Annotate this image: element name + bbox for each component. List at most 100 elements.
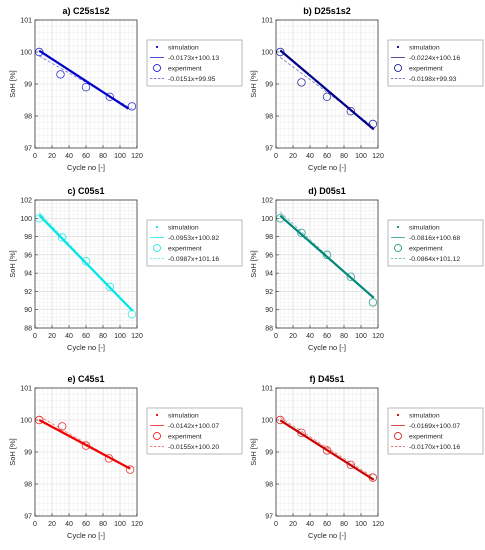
plot-marks — [38, 415, 131, 470]
y-tick-label: 88 — [24, 326, 32, 333]
experiment-point — [297, 78, 306, 87]
x-tick-label: 80 — [340, 521, 348, 528]
legend-label: simulation — [409, 224, 440, 231]
x-tick-label: 80 — [99, 153, 107, 160]
experiment-point — [56, 70, 65, 79]
x-tick-label: 20 — [48, 153, 56, 160]
y-tick-label: 99 — [265, 82, 273, 89]
x-tick-label: 80 — [99, 521, 107, 528]
x-tick-label: 120 — [131, 521, 143, 528]
y-axis-label: SoH [%] — [249, 438, 258, 466]
y-tick-label: 100 — [261, 50, 273, 57]
y-tick-label: 97 — [265, 146, 273, 153]
subplot-4: 0 20 40 60 80 100 120 88 90 92 94 96 98 100 102 d) D05s… — [249, 186, 484, 352]
x-axis-label: Cycle no [-] — [67, 343, 105, 352]
legend-simulation-marker — [396, 413, 400, 417]
plot-marks — [279, 417, 375, 481]
x-tick-label: 20 — [289, 153, 297, 160]
legend: simulation -0.0142x+100.07 experiment -0.01… — [146, 407, 243, 455]
y-tick-label: 99 — [265, 450, 273, 457]
legend-simulation-marker — [155, 45, 159, 49]
legend-label: -0.0987x+101.16 — [168, 256, 219, 263]
y-axis-label: SoH [%] — [249, 70, 258, 98]
legend-label: simulation — [168, 44, 199, 51]
y-tick-label: 101 — [20, 18, 32, 25]
legend-box — [387, 39, 484, 87]
subplot-2: 0 20 40 60 80 100 120 97 98 99 100 101 b) D25s1s2 Cyc… — [249, 6, 484, 172]
x-tick-label: 40 — [65, 153, 73, 160]
y-tick-label: 97 — [24, 146, 32, 153]
legend: simulation -0.0816x+100.68 experiment -0.08… — [387, 219, 484, 267]
experiment-point — [127, 102, 137, 111]
legend-label: simulation — [409, 412, 440, 419]
legend-label: experiment — [168, 245, 202, 252]
x-tick-label: 100 — [355, 521, 367, 528]
legend-label: -0.0169x+100.07 — [409, 423, 460, 430]
x-axis-label: Cycle no [-] — [67, 531, 105, 540]
y-tick-label: 100 — [20, 418, 32, 425]
legend: simulation -0.0224x+100.16 experiment -0.01… — [387, 39, 484, 87]
experiment-point — [368, 298, 378, 307]
legend-label: -0.0151x+99.95 — [168, 76, 216, 83]
x-tick-label: 120 — [372, 333, 384, 340]
legend-experiment-marker — [153, 244, 161, 252]
x-axis-label: Cycle no [-] — [308, 531, 346, 540]
plot-marks — [279, 211, 375, 299]
y-tick-label: 97 — [24, 514, 32, 521]
experiment-fit-line — [39, 55, 133, 110]
experiment-point — [81, 82, 91, 92]
legend-experiment-marker — [394, 244, 402, 252]
major-grid — [275, 199, 379, 329]
experiment-point — [346, 106, 355, 116]
subplot-title: c) C05s1 — [67, 186, 104, 196]
y-tick-label: 98 — [265, 234, 273, 241]
x-tick-label: 120 — [131, 153, 143, 160]
y-tick-label: 88 — [265, 326, 273, 333]
simulation-fit-line — [280, 420, 374, 481]
experiment-point — [127, 310, 137, 319]
subplot-1: 0 20 40 60 80 100 120 97 98 99 100 101 a) C25s1s2 Cyc… — [8, 6, 243, 172]
experiment-point — [58, 233, 67, 242]
y-tick-label: 99 — [24, 450, 32, 457]
legend-label: simulation — [409, 44, 440, 51]
experiment-point — [346, 272, 355, 281]
x-tick-label: 20 — [289, 333, 297, 340]
y-axis-label: SoH [%] — [8, 250, 17, 278]
experiment-point — [346, 460, 355, 469]
subplot-5: 0 20 40 60 80 100 120 97 98 99 100 101 e) C45s1 Cycle… — [8, 374, 243, 540]
legend: simulation -0.0173x+100.13 experiment -0.01… — [146, 39, 243, 87]
subplot-title: b) D25s1s2 — [303, 6, 351, 16]
y-tick-label: 98 — [24, 114, 32, 121]
experiment-point — [105, 92, 114, 101]
legend-simulation-marker — [155, 225, 159, 229]
x-tick-label: 40 — [306, 521, 314, 528]
x-tick-label: 80 — [99, 333, 107, 340]
legend-label: experiment — [409, 65, 443, 72]
subplot-6: 0 20 40 60 80 100 120 97 98 99 100 101 f) D45s1 Cycle… — [249, 374, 484, 540]
x-axis-label: Cycle no [-] — [308, 163, 346, 172]
legend-label: -0.0953x+100.82 — [168, 235, 219, 242]
y-tick-label: 97 — [265, 514, 273, 521]
x-tick-label: 60 — [82, 333, 90, 340]
legend-label: -0.0198x+99.93 — [409, 76, 457, 83]
legend-label: -0.0170x+100.16 — [409, 444, 460, 451]
x-tick-label: 20 — [289, 521, 297, 528]
y-tick-label: 98 — [24, 234, 32, 241]
x-tick-label: 0 — [274, 521, 278, 528]
x-tick-label: 40 — [65, 521, 73, 528]
subplot-title: a) C25s1s2 — [62, 6, 109, 16]
legend-simulation-marker — [396, 45, 400, 49]
y-tick-label: 101 — [20, 386, 32, 393]
y-tick-label: 101 — [261, 18, 273, 25]
legend-label: simulation — [168, 224, 199, 231]
legend-experiment-marker — [394, 432, 402, 440]
legend-label: -0.0816x+100.68 — [409, 235, 460, 242]
x-tick-label: 100 — [355, 153, 367, 160]
experiment-point — [297, 228, 306, 238]
x-tick-label: 60 — [323, 521, 331, 528]
subplot-title: f) D45s1 — [309, 374, 344, 384]
y-tick-label: 90 — [24, 307, 32, 314]
x-tick-label: 80 — [340, 153, 348, 160]
legend-label: -0.0173x+100.13 — [168, 55, 219, 62]
y-tick-label: 99 — [24, 82, 32, 89]
